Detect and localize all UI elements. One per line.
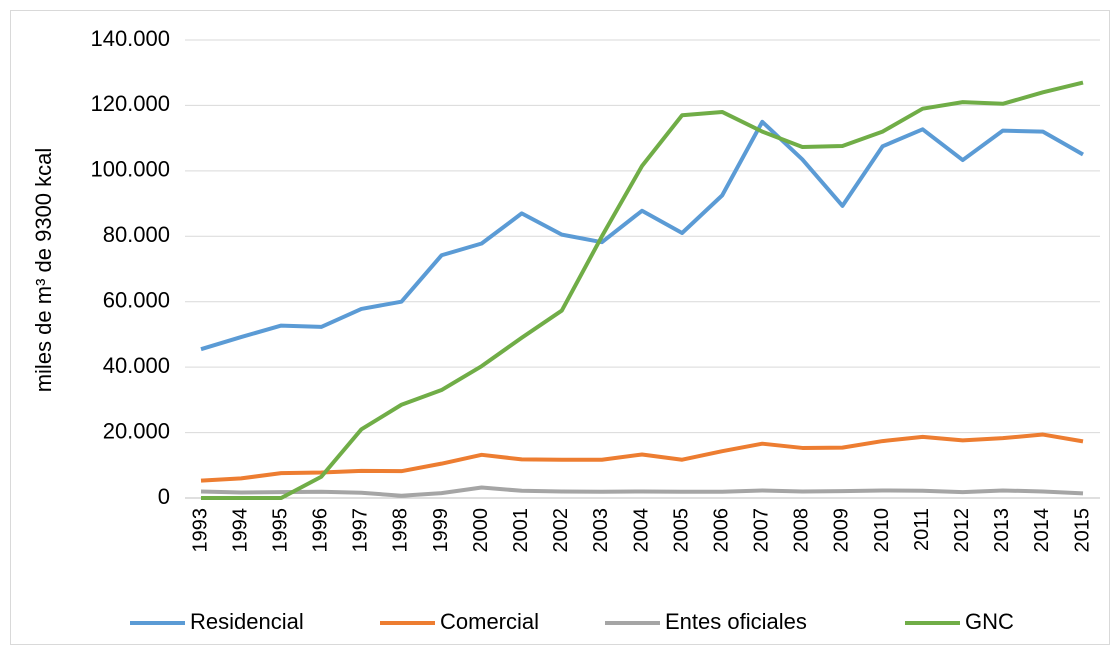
legend-label: GNC [965, 609, 1014, 634]
x-tick-label: 2015 [1071, 508, 1093, 553]
x-tick-label: 1998 [390, 508, 412, 553]
series-line [200, 485, 1084, 498]
x-tick-label: 2002 [550, 508, 572, 553]
y-tick-label: 100.000 [90, 157, 170, 182]
x-tick-label: 2000 [470, 508, 492, 553]
y-tick-label: 20.000 [103, 418, 170, 443]
x-tick-label: 2007 [751, 508, 773, 553]
x-tick-label: 1997 [350, 508, 372, 553]
series-line [200, 119, 1084, 352]
legend-label: Entes oficiales [665, 609, 807, 634]
x-tick-label: 1994 [229, 508, 251, 553]
y-tick-label: 40.000 [103, 353, 170, 378]
x-tick-label: 2013 [991, 508, 1013, 553]
x-tick-label: 2014 [1031, 508, 1053, 553]
y-tick-label: 60.000 [103, 288, 170, 313]
x-tick-label: 1999 [430, 508, 452, 553]
series-line [200, 432, 1084, 483]
series-line [201, 80, 1084, 500]
x-tick-label: 2012 [951, 508, 973, 553]
y-tick-label: 120.000 [90, 91, 170, 116]
x-tick-label: 2008 [791, 508, 813, 553]
chart-border [10, 10, 1110, 645]
y-tick-label: 80.000 [103, 222, 170, 247]
x-tick-label: 2003 [590, 508, 612, 553]
y-tick-label: 0 [158, 484, 170, 509]
x-tick-label: 2006 [710, 508, 732, 553]
x-tick-label: 2010 [871, 508, 893, 553]
x-tick-label: 2001 [510, 508, 532, 553]
y-tick-label: 140.000 [90, 26, 170, 51]
x-tick-label: 1995 [269, 508, 291, 553]
x-tick-label: 1993 [189, 508, 211, 553]
x-tick-label: 2005 [670, 508, 692, 553]
y-axis-title: miles de m³ de 9300 kcal [31, 148, 56, 393]
x-tick-label: 2004 [630, 508, 652, 553]
legend-label: Comercial [440, 609, 539, 634]
x-tick-label: 1996 [310, 508, 332, 553]
x-tick-label: 2011 [911, 508, 933, 551]
legend-label: Residencial [190, 609, 304, 634]
x-tick-label: 2009 [831, 508, 853, 553]
